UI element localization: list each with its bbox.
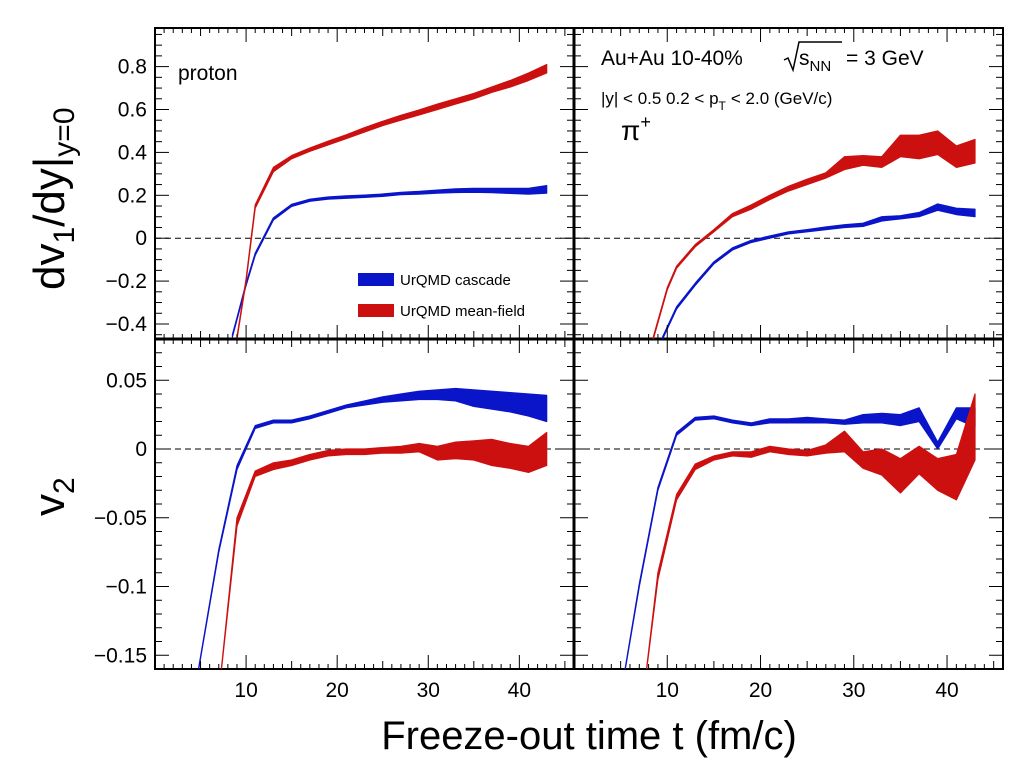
sqrt-s-label: sNN (799, 47, 831, 75)
particle-label-pion: π+ (621, 112, 651, 146)
legend-label-meanfield: UrQMD mean-field (400, 303, 525, 320)
xlabel: Freeze-out time t (fm/c) (381, 714, 797, 758)
x-tick-label: 20 (749, 679, 772, 702)
x-tick-label: 30 (842, 679, 865, 702)
ylabel-top: dv1/dy|y=0 (25, 107, 81, 290)
energy-label: = 3 GeV (846, 47, 924, 70)
cuts-label: |y| < 0.5 0.2 < pT < 2.0 (GeV/c) (601, 89, 832, 113)
band-urqmd-cascade (198, 387, 548, 669)
data-bands (155, 63, 1003, 669)
y-tick-label: 0.6 (118, 99, 147, 122)
x-tick-label: 40 (508, 679, 531, 702)
ylabel-bottom: v2 (25, 477, 81, 516)
band-urqmd-mean-field (236, 63, 548, 339)
band-urqmd-cascade (231, 185, 548, 338)
y-tick-label: −0.15 (94, 644, 147, 667)
panel-frame-top-right (573, 27, 1004, 340)
legend-label-cascade: UrQMD cascade (400, 272, 511, 289)
particle-label-proton: proton (178, 62, 238, 85)
band-urqmd-cascade (624, 407, 976, 669)
y-tick-label: −0.1 (106, 576, 147, 599)
sqrt-symbol (783, 41, 842, 73)
band-urqmd-mean-field (220, 431, 548, 669)
panel-bottom-right (574, 393, 1003, 669)
panel-top-left (155, 63, 574, 339)
axis-tick-labels: 0.8 0.6 0.4 0.2 0 −0.2 −0.4 0.05 0 −0.05 −0.1 −0.15… (94, 56, 959, 702)
y-tick-label: 0 (135, 227, 147, 250)
panel-bottom-left (155, 387, 574, 669)
x-tick-label: 40 (935, 679, 958, 702)
y-tick-label: 0.4 (118, 141, 148, 164)
y-tick-label: −0.05 (94, 507, 147, 530)
x-tick-label: 10 (656, 679, 679, 702)
y-tick-label: 0.8 (118, 56, 147, 79)
y-tick-label: 0 (135, 438, 147, 461)
axis-ticks (155, 28, 1003, 670)
panel-frame-bottom-right (573, 338, 1004, 670)
legend-swatch-meanfield (358, 304, 394, 317)
system-label: Au+Au 10-40% (601, 47, 743, 70)
y-tick-label: −0.4 (106, 313, 148, 336)
band-urqmd-mean-field (646, 393, 976, 669)
x-tick-label: 20 (325, 679, 348, 702)
x-tick-label: 30 (417, 679, 440, 702)
y-tick-label: 0.05 (106, 369, 147, 392)
band-urqmd-cascade (662, 203, 976, 339)
band-urqmd-mean-field (652, 130, 976, 339)
y-tick-label: −0.2 (106, 270, 147, 293)
legend-swatch-cascade (358, 273, 394, 286)
panel-frame-bottom-left (154, 338, 575, 670)
panel-top-right (574, 130, 1003, 339)
x-tick-label: 10 (234, 679, 257, 702)
y-tick-label: 0.2 (118, 184, 147, 207)
